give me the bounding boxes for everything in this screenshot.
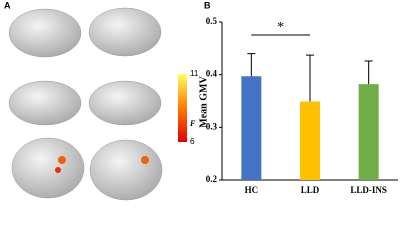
error-bar (364, 60, 373, 85)
y-tick-label: 0.5 (206, 16, 218, 26)
brain-images (8, 7, 163, 201)
colorbar-tick-label: 6 (190, 137, 195, 146)
colorbar-tick-label: 11 (190, 69, 199, 78)
error-bar (247, 53, 256, 77)
y-tick-label: 0.2 (206, 174, 218, 184)
y-axis-label: Mean GMV (198, 76, 209, 128)
bar (241, 76, 262, 180)
y-tick-label: 0.3 (206, 121, 218, 131)
significance-marker: * (277, 20, 284, 35)
x-tick-label: LLD (301, 185, 320, 195)
x-tick-label: HC (245, 185, 259, 195)
bar (300, 101, 320, 180)
error-bar (306, 54, 314, 102)
colorbar (178, 74, 187, 142)
bar (358, 84, 379, 180)
figure: A B Mean GMV 11 6 F 0.2 0.3 0.4 0.5 HC LLD LLD-IN… (4, 0, 398, 201)
panel-label: B (204, 0, 211, 10)
colorbar-label: F (189, 119, 196, 128)
panel-label: A (4, 0, 11, 10)
y-tick-label: 0.4 (206, 69, 218, 79)
x-tick-label: LLD-INS (350, 185, 387, 195)
